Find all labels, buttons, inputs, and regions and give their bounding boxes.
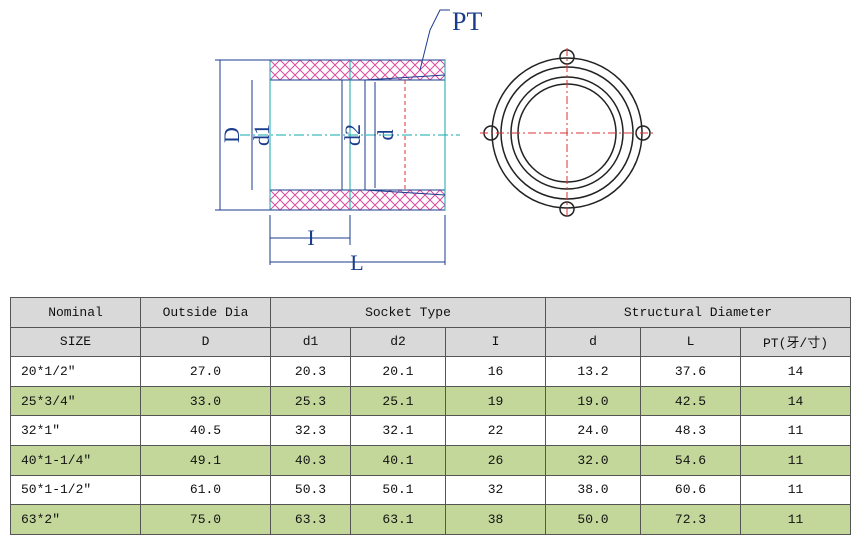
label-L: L [350, 250, 363, 275]
table-cell: 50.0 [545, 504, 641, 535]
table-cell: 38.0 [545, 474, 641, 506]
table-cell: d1 [270, 326, 351, 358]
table-cell: Outside Dia [140, 297, 271, 328]
table-cell: 19 [445, 385, 546, 417]
label-d2: d2 [340, 124, 365, 146]
label-d1: d1 [249, 124, 274, 146]
table-cell: 32.1 [350, 415, 446, 446]
table-cell: 24.0 [545, 415, 641, 446]
table-cell: 32*1″ [10, 415, 141, 446]
table-cell: L [640, 326, 741, 358]
table-cell: 38 [445, 504, 546, 535]
table-cell: 49.1 [140, 444, 271, 476]
table-cell: 25*3/4″ [10, 385, 141, 417]
table-cell: 40.5 [140, 415, 271, 446]
table-cell: 63.3 [270, 504, 351, 535]
label-I: I [307, 225, 314, 250]
table-cell: 32.3 [270, 415, 351, 446]
end-view [480, 48, 654, 218]
table-cell: 25.3 [270, 385, 351, 417]
table-cell: 33.0 [140, 385, 271, 417]
table-cell: 27.0 [140, 356, 271, 387]
table-cell: 40.3 [270, 444, 351, 476]
drawing: PT D d1 d2 d I L [215, 7, 654, 275]
table-cell: 72.3 [640, 504, 741, 535]
data-row: 40*1-1/4″ 49.1 40.3 40.1 26 32.0 54.6 11 [10, 444, 851, 476]
table-cell: 25.1 [350, 385, 446, 417]
data-row: 63*2″ 75.0 63.3 63.1 38 50.0 72.3 11 [10, 504, 851, 535]
label-D: D [219, 127, 244, 143]
table-cell: Structural Diameter [545, 297, 851, 328]
table-cell: 19.0 [545, 385, 641, 417]
data-row: 32*1″ 40.5 32.3 32.1 22 24.0 48.3 11 [10, 415, 851, 446]
label-d: d [373, 130, 398, 141]
table-cell: 50.1 [350, 474, 446, 506]
table-cell: d2 [350, 326, 446, 358]
table-cell: 40.1 [350, 444, 446, 476]
data-row: 20*1/2″ 27.0 20.3 20.1 16 13.2 37.6 14 [10, 356, 851, 387]
table-cell: 16 [445, 356, 546, 387]
table-cell: D [140, 326, 271, 358]
table-cell: SIZE [10, 326, 141, 358]
table-cell: 11 [740, 415, 851, 446]
table-cell: Nominal [10, 297, 141, 328]
table-cell: 50*1-1/2″ [10, 474, 141, 506]
table-cell: PT(牙/寸) [740, 326, 851, 358]
table-cell: 48.3 [640, 415, 741, 446]
table-cell: 40*1-1/4″ [10, 444, 141, 476]
table-cell: 42.5 [640, 385, 741, 417]
table-cell: 32 [445, 474, 546, 506]
side-view [215, 9, 460, 265]
label-pt: PT [452, 7, 482, 36]
table-cell: 54.6 [640, 444, 741, 476]
table-cell: 11 [740, 474, 851, 506]
table-cell: I [445, 326, 546, 358]
table-cell: 14 [740, 385, 851, 417]
table-cell: 37.6 [640, 356, 741, 387]
table-cell: 20.3 [270, 356, 351, 387]
table-cell: 13.2 [545, 356, 641, 387]
table-cell: 32.0 [545, 444, 641, 476]
table-cell: 63*2″ [10, 504, 141, 535]
table-cell: 26 [445, 444, 546, 476]
table-cell: 14 [740, 356, 851, 387]
table-cell: 11 [740, 504, 851, 535]
spec-table: Nominal Outside Dia Socket Type Structural … [10, 297, 851, 535]
table-cell: 63.1 [350, 504, 446, 535]
data-row: 25*3/4″ 33.0 25.3 25.1 19 19.0 42.5 14 [10, 385, 851, 417]
table-cell: 60.6 [640, 474, 741, 506]
table-cell: 11 [740, 444, 851, 476]
table-cell: 50.3 [270, 474, 351, 506]
group-header-row: Nominal Outside Dia Socket Type Structural … [10, 297, 851, 328]
data-row: 50*1-1/2″ 61.0 50.3 50.1 32 38.0 60.6 11 [10, 474, 851, 506]
table-cell: 20*1/2″ [10, 356, 141, 387]
table-cell: 75.0 [140, 504, 271, 535]
table-cell: 20.1 [350, 356, 446, 387]
table-cell: 22 [445, 415, 546, 446]
table-cell: Socket Type [270, 297, 546, 328]
table-cell: d [545, 326, 641, 358]
table-cell: 61.0 [140, 474, 271, 506]
